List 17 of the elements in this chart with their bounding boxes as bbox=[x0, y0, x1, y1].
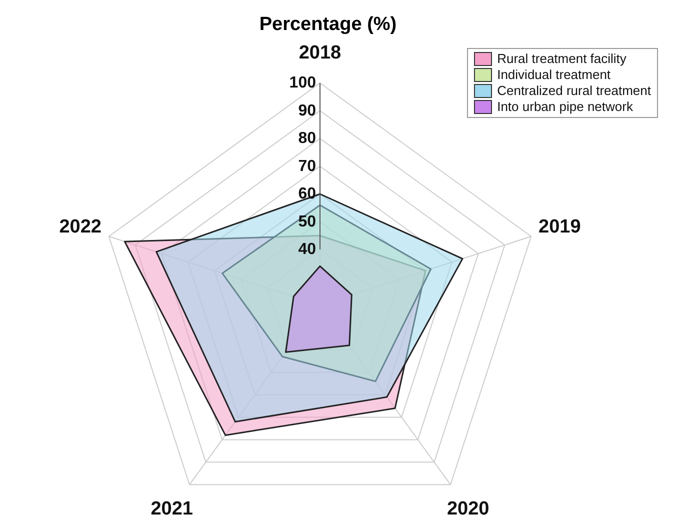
y-tick-label: 100 bbox=[289, 74, 316, 92]
y-tick-label: 80 bbox=[298, 130, 316, 147]
legend-label: Individual treatment bbox=[497, 67, 611, 83]
spoke-label: 2019 bbox=[538, 216, 581, 238]
chart-title: Percentage (%) bbox=[258, 14, 398, 36]
y-tick-label: 50 bbox=[298, 213, 316, 230]
legend-label: Centralized rural treatment bbox=[497, 83, 651, 99]
spoke-label: 2021 bbox=[150, 498, 194, 520]
y-tick-label: 60 bbox=[298, 186, 316, 202]
legend-label: Into urban pipe network bbox=[497, 99, 633, 115]
spoke-label: 2018 bbox=[298, 42, 342, 64]
spoke-label: 2020 bbox=[446, 498, 490, 520]
y-tick-label: 70 bbox=[298, 158, 316, 175]
y-tick-label: 40 bbox=[298, 241, 316, 258]
y-tick-label: 90 bbox=[298, 102, 316, 120]
legend-label: Rural treatment facility bbox=[497, 51, 626, 67]
spoke-label: 2022 bbox=[59, 216, 102, 238]
